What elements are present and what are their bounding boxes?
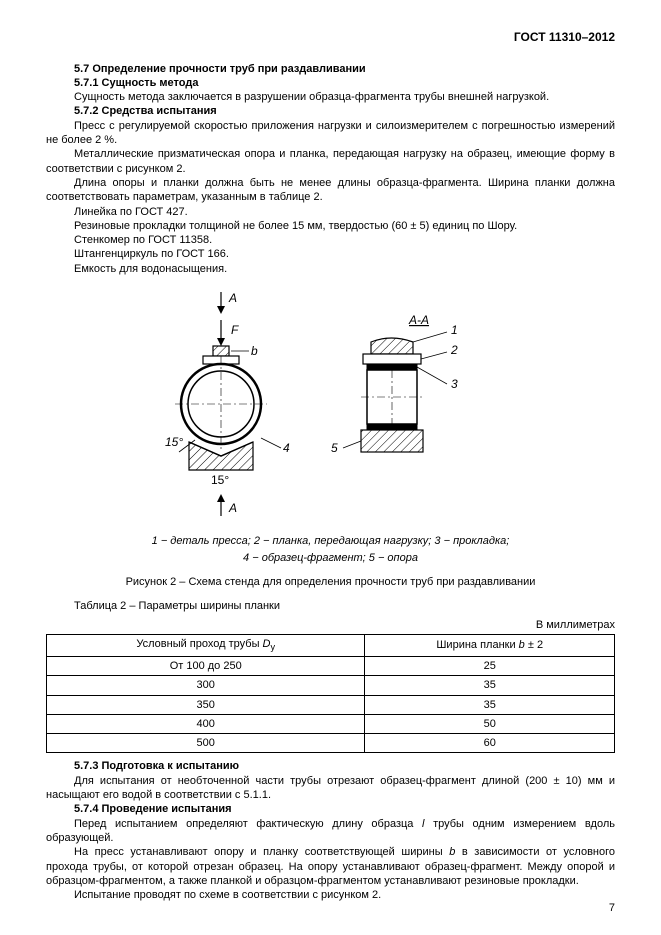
figure-2-legend-1: 1 − деталь пресса; 2 − планка, передающа… xyxy=(46,534,615,548)
figure-2-legend-2: 4 − образец-фрагмент; 5 − опора xyxy=(46,551,615,565)
table-cell: 300 xyxy=(47,676,365,695)
standard-code: ГОСТ 11310–2012 xyxy=(46,30,615,46)
page-number: 7 xyxy=(609,901,615,915)
para-5-7-2-4: Линейка по ГОСТ 427. xyxy=(46,205,615,219)
para-5-7-2-2: Металлические призматическая опора и пла… xyxy=(46,147,615,176)
col2-tol: ± 2 xyxy=(525,639,543,651)
table-2-title: Таблица 2 – Параметры ширины планки xyxy=(46,599,615,613)
para-5-7-4-1: Перед испытанием определяют фактическую … xyxy=(46,817,615,846)
table-row: 40050 xyxy=(47,714,615,733)
table-row: 35035 xyxy=(47,695,615,714)
fig2-label-A-bot: A xyxy=(228,501,237,515)
table-row: 50060 xyxy=(47,734,615,753)
fig2-label-2: 2 xyxy=(450,343,458,357)
figure-2-legend-text-1: 1 − деталь пресса; 2 − планка, передающа… xyxy=(152,535,510,547)
heading-5-7-2: 5.7.2 Средства испытания xyxy=(46,104,615,118)
p574-2a: На пресс устанавливают опору и планку со… xyxy=(74,846,449,858)
fig2-label-A-top: A xyxy=(228,291,237,305)
fig2-label-4: 4 xyxy=(283,441,290,455)
heading-5-7-4: 5.7.4 Проведение испытания xyxy=(46,802,615,816)
table-cell: 350 xyxy=(47,695,365,714)
table-row: От 100 до 25025 xyxy=(47,656,615,675)
fig2-label-1: 1 xyxy=(451,323,458,337)
para-5-7-4-3: Испытание проводят по схеме в соответств… xyxy=(46,888,615,902)
page-container: ГОСТ 11310–2012 5.7 Определение прочност… xyxy=(0,0,661,935)
table-cell: От 100 до 250 xyxy=(47,656,365,675)
para-5-7-4-2: На пресс устанавливают опору и планку со… xyxy=(46,845,615,888)
heading-5-7-3: 5.7.3 Подготовка к испытанию xyxy=(46,759,615,773)
table-2-col2-header: Ширина планки b ± 2 xyxy=(365,634,615,656)
para-5-7-2-6: Стенкомер по ГОСТ 11358. xyxy=(46,233,615,247)
fig2-label-15a: 15° xyxy=(165,435,183,449)
table-cell: 400 xyxy=(47,714,365,733)
fig2-label-5: 5 xyxy=(331,441,338,455)
para-5-7-2-5: Резиновые прокладки толщиной не более 15… xyxy=(46,219,615,233)
heading-5-7: 5.7 Определение прочности труб при разда… xyxy=(46,62,615,76)
p574-1a: Перед испытанием определяют фактическую … xyxy=(74,818,422,830)
para-5-7-2-1: Пресс с регулируемой скоростью приложени… xyxy=(46,119,615,148)
col2-prefix: Ширина планки xyxy=(436,639,518,651)
heading-5-7-1: 5.7.1 Сущность метода xyxy=(46,76,615,90)
table-cell: 35 xyxy=(365,676,615,695)
table-row: Условный проход трубы Dy Ширина планки b… xyxy=(47,634,615,656)
col1-prefix: Условный проход трубы xyxy=(136,638,262,650)
table-cell: 35 xyxy=(365,695,615,714)
figure-2-svg: A F b 15° 15° xyxy=(161,284,501,524)
fig2-label-AA: А-А xyxy=(408,313,429,327)
table-cell: 50 xyxy=(365,714,615,733)
figure-2-caption: Рисунок 2 – Схема стенда для определения… xyxy=(46,575,615,589)
table-row: 30035 xyxy=(47,676,615,695)
table-2: Условный проход трубы Dy Ширина планки b… xyxy=(46,634,615,754)
table-cell: 25 xyxy=(365,656,615,675)
para-5-7-2-8: Емкость для водонасыщения. xyxy=(46,262,615,276)
figure-2: A F b 15° 15° xyxy=(46,284,615,528)
para-5-7-1-1: Сущность метода заключается в разрушении… xyxy=(46,90,615,104)
fig2-label-3: 3 xyxy=(451,377,458,391)
col1-sub: y xyxy=(270,642,275,652)
table-cell: 500 xyxy=(47,734,365,753)
figure-2-legend-text-2: 4 − образец-фрагмент; 5 − опора xyxy=(243,552,418,564)
para-5-7-2-3: Длина опоры и планки должна быть не мене… xyxy=(46,176,615,205)
fig2-label-b: b xyxy=(251,344,258,358)
para-5-7-3-1: Для испытания от необточенной части труб… xyxy=(46,774,615,803)
table-2-units: В миллиметрах xyxy=(46,618,615,632)
table-2-col1-header: Условный проход трубы Dy xyxy=(47,634,365,656)
fig2-label-15b: 15° xyxy=(211,473,229,487)
fig2-label-F: F xyxy=(231,323,239,337)
table-cell: 60 xyxy=(365,734,615,753)
para-5-7-2-7: Штангенциркуль по ГОСТ 166. xyxy=(46,247,615,261)
